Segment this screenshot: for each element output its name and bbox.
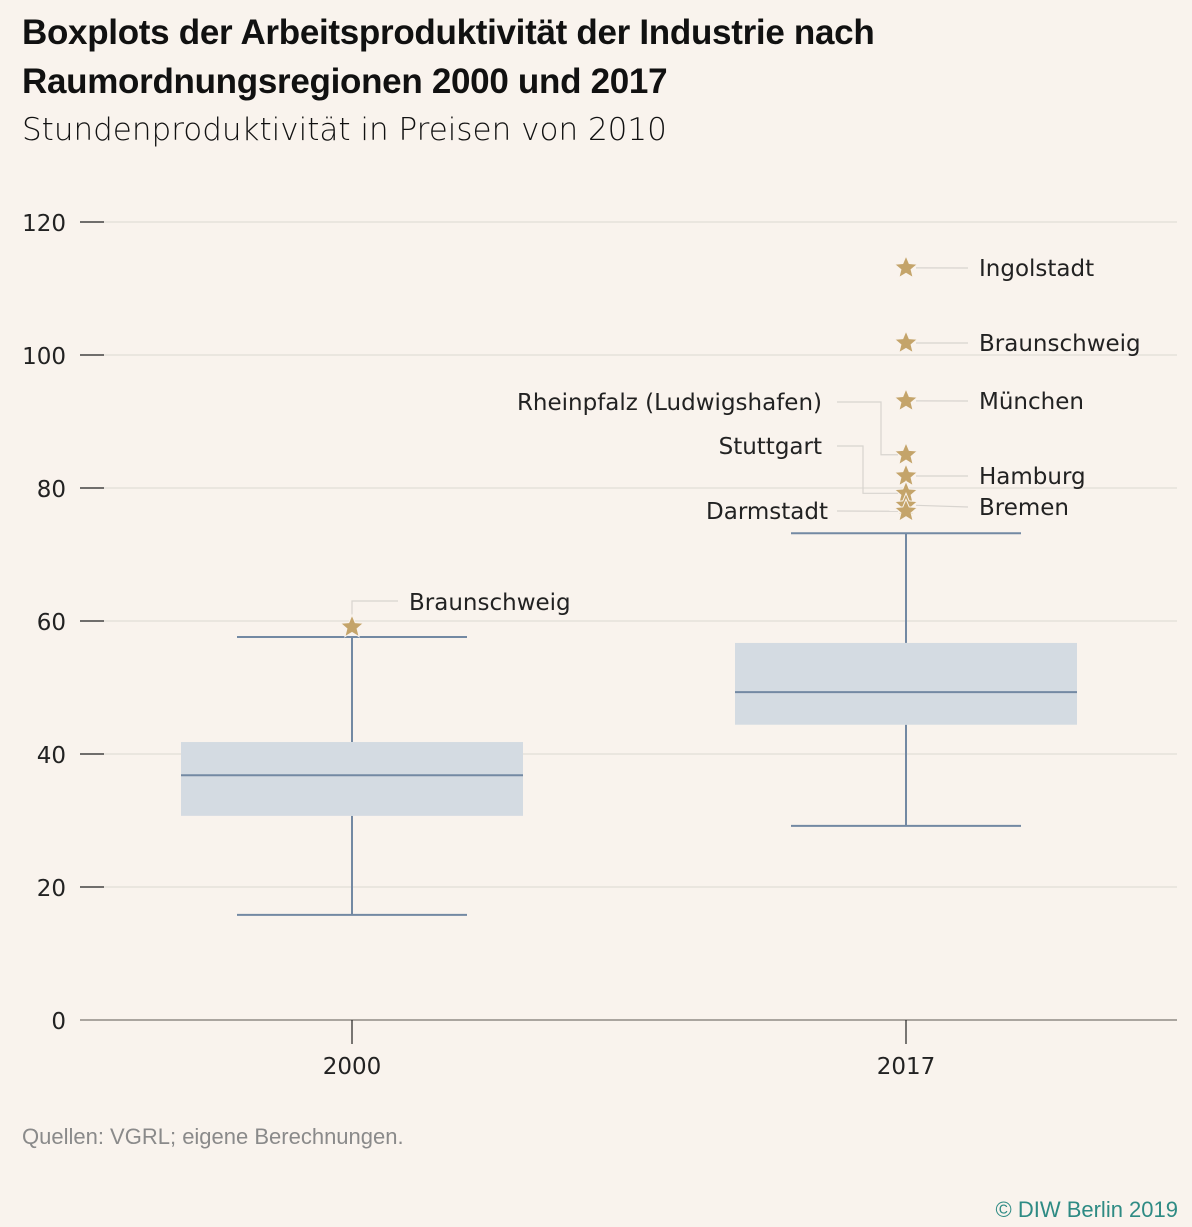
chart-subtitle: Stundenproduktivität in Preisen von 2010: [22, 112, 667, 148]
y-tick-label: 20: [37, 876, 66, 902]
x-tick-label: 2000: [323, 1054, 382, 1080]
box-iqr: [735, 642, 1077, 725]
outlier-star: [893, 387, 919, 412]
copyright-note: © DIW Berlin 2019: [995, 1197, 1179, 1222]
outlier-label: Rheinpfalz (Ludwigshafen): [517, 390, 822, 416]
outlier-label: Bremen: [979, 495, 1069, 521]
outlier-star: [893, 441, 919, 466]
y-tick-label: 120: [22, 211, 66, 237]
box-iqr: [181, 742, 523, 816]
outlier-star: [893, 329, 919, 354]
outlier-layer: Braunschweig Ingolstadt Braunschweig Münche…: [339, 254, 1141, 638]
outlier-star: [339, 613, 365, 638]
outlier-label: Braunschweig: [409, 590, 571, 616]
outlier-label: Stuttgart: [719, 434, 822, 460]
outlier-label: Braunschweig: [979, 331, 1141, 357]
chart-title: Boxplots der Arbeitsproduktivität der In…: [22, 13, 875, 101]
outlier-label: Hamburg: [979, 464, 1086, 490]
x-tick-label: 2017: [877, 1054, 936, 1080]
y-tick-label: 60: [37, 610, 66, 636]
outlier-leader-line: [837, 445, 898, 494]
y-tick-label: 40: [37, 743, 66, 769]
outlier-label: Darmstadt: [706, 499, 828, 525]
outlier-star: [893, 254, 919, 279]
outlier-label: Ingolstadt: [979, 256, 1094, 282]
outlier-label: München: [979, 389, 1084, 415]
box-layer: [181, 532, 1077, 916]
y-tick-label: 0: [51, 1009, 66, 1035]
outlier-star: [893, 498, 919, 523]
axis-layer: 0 20 40 60 80 100 120 2000 2017: [22, 211, 1177, 1080]
outlier-leader-line: [915, 504, 969, 508]
outlier-leader-line: [837, 401, 898, 456]
source-note: Quellen: VGRL; eigene Berechnungen.: [22, 1124, 404, 1149]
y-tick-label: 80: [37, 477, 66, 503]
outlier-leader-line: [351, 600, 398, 617]
y-tick-label: 100: [22, 344, 66, 370]
